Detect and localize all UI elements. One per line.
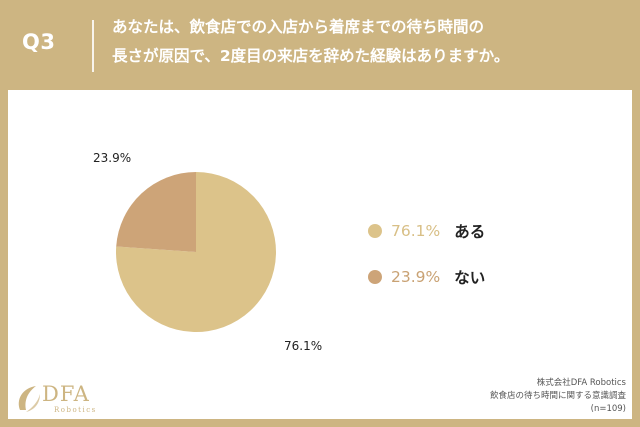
- legend-item-aru: 76.1% ある: [368, 220, 485, 242]
- legend-item-nai: 23.9% ない: [368, 266, 485, 288]
- data-label-nai: 23.9%: [93, 151, 131, 165]
- chart-panel: 76.1% 23.9% 76.1% ある 23.9% ない: [8, 90, 632, 419]
- source-note: 株式会社DFA Robotics 飲食店の待ち時間に関する意識調査 (n=109…: [490, 377, 626, 416]
- source-sample-size: (n=109): [590, 404, 626, 414]
- legend-pct-nai: 23.9%: [391, 268, 441, 286]
- header-divider: [92, 20, 94, 72]
- pie-slice-aru: [116, 172, 277, 332]
- question-line-2: 長さが原因で、2度目の来店を辞めた経験はありますか。: [112, 47, 510, 65]
- question-text: あなたは、飲食店での入店から着席までの待ち時間の 長さが原因で、2度目の来店を辞…: [112, 13, 622, 71]
- source-survey: 飲食店の待ち時間に関する意識調査: [489, 391, 626, 401]
- logo-subtext: Robotics: [54, 406, 97, 414]
- logo-text: DFA: [42, 382, 90, 406]
- header-bar: Q3 あなたは、飲食店での入店から着席までの待ち時間の 長さが原因で、2度目の来…: [0, 0, 640, 90]
- legend-swatch-aru: [368, 224, 382, 238]
- legend-label-nai: ない: [454, 269, 486, 287]
- source-company: 株式会社DFA Robotics: [536, 378, 626, 388]
- legend-label-aru: ある: [454, 223, 486, 241]
- pie-chart: 76.1% 23.9%: [93, 151, 322, 353]
- legend-swatch-nai: [368, 270, 382, 284]
- question-line-1: あなたは、飲食店での入店から着席までの待ち時間の: [112, 18, 485, 36]
- logo-mark-icon: [18, 386, 40, 412]
- pie-slice-nai: [116, 172, 196, 252]
- data-label-aru: 76.1%: [284, 339, 322, 353]
- question-number: Q3: [22, 30, 56, 54]
- legend-pct-aru: 76.1%: [391, 222, 441, 240]
